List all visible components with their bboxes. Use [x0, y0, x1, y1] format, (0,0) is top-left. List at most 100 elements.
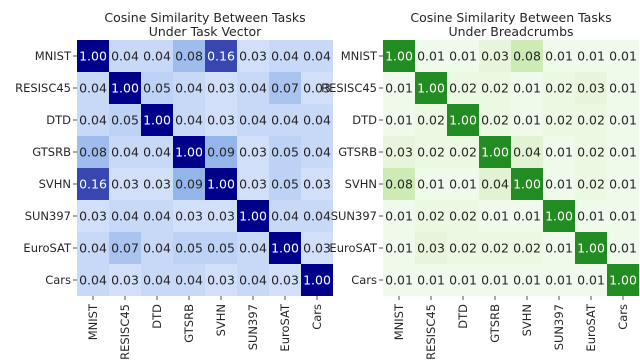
breadcrumbs-cell [415, 200, 447, 232]
heatmap-breadcrumbs-title: Cosine Similarity Between Tasks [410, 10, 611, 25]
breadcrumbs-cell-value: 0.01 [545, 177, 573, 192]
task-vector-cell-value: 0.05 [207, 241, 235, 256]
breadcrumbs-cell [415, 136, 447, 168]
task-vector-cell-value: 0.04 [143, 241, 171, 256]
task-vector-cell [173, 232, 205, 264]
task-vector-cell-value: 0.03 [239, 145, 267, 160]
breadcrumbs-cell-value: 0.01 [481, 209, 509, 224]
breadcrumbs-cell [479, 232, 511, 264]
breadcrumbs-cell [479, 72, 511, 104]
breadcrumbs-cell-value: 0.01 [545, 145, 573, 160]
breadcrumbs-cell [415, 232, 447, 264]
task-vector-cell [77, 72, 109, 104]
breadcrumbs-x-tick-label: GTSRB [488, 304, 502, 343]
task-vector-cell [109, 200, 141, 232]
task-vector-cell-value: 0.09 [175, 177, 203, 192]
breadcrumbs-cell-value: 1.00 [385, 49, 413, 64]
task-vector-cell-value: 0.09 [207, 145, 235, 160]
breadcrumbs-cell [479, 40, 511, 72]
task-vector-cell [141, 104, 173, 136]
breadcrumbs-cell [511, 168, 543, 200]
breadcrumbs-cell-value: 0.01 [545, 49, 573, 64]
task-vector-cell-value: 0.05 [271, 177, 299, 192]
task-vector-cell-value: 1.00 [111, 81, 139, 96]
breadcrumbs-cell-value: 0.01 [545, 241, 573, 256]
task-vector-cell-value: 1.00 [143, 113, 171, 128]
task-vector-cell-value: 0.04 [111, 209, 139, 224]
task-vector-cell [77, 104, 109, 136]
task-vector-cell-value: 0.04 [271, 209, 299, 224]
breadcrumbs-cell-value: 0.04 [513, 145, 541, 160]
breadcrumbs-cell [479, 136, 511, 168]
task-vector-cell [205, 136, 237, 168]
task-vector-cell [237, 72, 269, 104]
task-vector-x-tick-label: SVHN [214, 304, 228, 336]
task-vector-cell-value: 1.00 [303, 273, 331, 288]
task-vector-cell [269, 136, 301, 168]
heatmap-breadcrumbs-panel: Cosine Similarity Between Tasks Under Br… [321, 10, 639, 360]
task-vector-cell-value: 0.04 [79, 113, 107, 128]
breadcrumbs-y-tick-label: SUN397 [331, 209, 377, 223]
task-vector-cell [301, 232, 333, 264]
breadcrumbs-cell-value: 0.02 [417, 113, 445, 128]
breadcrumbs-cell-value: 0.01 [577, 273, 605, 288]
breadcrumbs-cell-value: 0.02 [481, 81, 509, 96]
task-vector-cell [141, 168, 173, 200]
task-vector-cell [301, 40, 333, 72]
task-vector-x-tick-label: DTD [150, 304, 164, 329]
breadcrumbs-cell-value: 1.00 [417, 81, 445, 96]
breadcrumbs-x-tick-label: EuroSAT [584, 303, 598, 352]
task-vector-cell [109, 72, 141, 104]
breadcrumbs-cell-value: 0.01 [385, 81, 413, 96]
task-vector-cell-value: 0.04 [303, 49, 331, 64]
task-vector-cell-value: 0.04 [143, 145, 171, 160]
task-vector-cell-value: 1.00 [79, 49, 107, 64]
task-vector-x-tick-label: EuroSAT [278, 303, 292, 352]
task-vector-cell [301, 104, 333, 136]
task-vector-cell [237, 200, 269, 232]
task-vector-x-tick-label: GTSRB [182, 304, 196, 343]
task-vector-cell-value: 0.08 [79, 145, 107, 160]
breadcrumbs-cell-value: 1.00 [609, 273, 637, 288]
task-vector-cell [205, 104, 237, 136]
task-vector-cell [205, 264, 237, 296]
breadcrumbs-cell [415, 104, 447, 136]
task-vector-cell-value: 0.08 [175, 49, 203, 64]
task-vector-cell [141, 136, 173, 168]
breadcrumbs-cell-value: 0.01 [449, 273, 477, 288]
breadcrumbs-cell [607, 168, 639, 200]
task-vector-cell-value: 0.03 [111, 177, 139, 192]
breadcrumbs-cell [511, 104, 543, 136]
breadcrumbs-cell [607, 200, 639, 232]
task-vector-cell [141, 200, 173, 232]
task-vector-cell-value: 0.03 [207, 209, 235, 224]
breadcrumbs-cell-value: 0.08 [513, 49, 541, 64]
task-vector-cell-value: 0.04 [175, 81, 203, 96]
task-vector-cell [205, 168, 237, 200]
breadcrumbs-cell [575, 264, 607, 296]
breadcrumbs-x-tick-label: MNIST [392, 303, 406, 340]
task-vector-cell-value: 0.16 [207, 49, 235, 64]
breadcrumbs-cell [383, 200, 415, 232]
task-vector-cell [237, 168, 269, 200]
task-vector-cell-value: 1.00 [271, 241, 299, 256]
breadcrumbs-cell [383, 104, 415, 136]
task-vector-cell-value: 0.04 [303, 209, 331, 224]
task-vector-cell [301, 200, 333, 232]
task-vector-cell [269, 72, 301, 104]
breadcrumbs-cell-value: 0.01 [449, 49, 477, 64]
breadcrumbs-cell-value: 0.01 [609, 209, 637, 224]
breadcrumbs-cell-value: 0.02 [449, 209, 477, 224]
breadcrumbs-cell [543, 168, 575, 200]
breadcrumbs-cell [447, 168, 479, 200]
task-vector-cell [269, 264, 301, 296]
breadcrumbs-cell [607, 40, 639, 72]
task-vector-cell [77, 264, 109, 296]
breadcrumbs-cell [383, 40, 415, 72]
task-vector-cell [205, 232, 237, 264]
task-vector-cell-value: 0.04 [79, 273, 107, 288]
breadcrumbs-cell-value: 0.02 [545, 81, 573, 96]
task-vector-cell-value: 0.03 [239, 49, 267, 64]
task-vector-cell-value: 0.07 [271, 81, 299, 96]
